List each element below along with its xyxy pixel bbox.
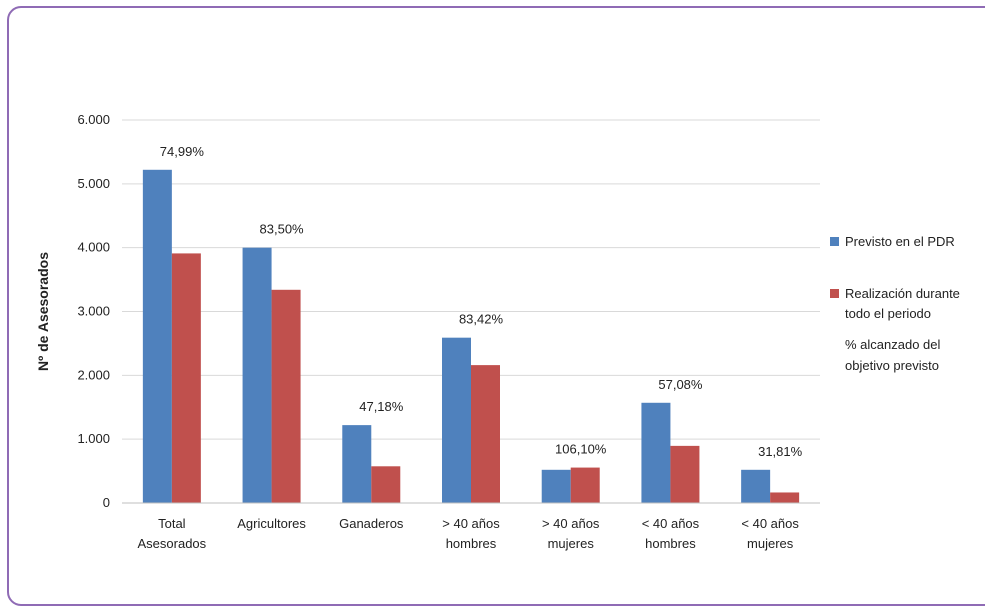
category-label: Agricultores (237, 516, 306, 531)
bar (342, 425, 372, 503)
y-axis-title: Nº de Asesorados (35, 252, 51, 371)
percentage-label: 106,10% (555, 442, 607, 457)
legend-swatch (830, 289, 839, 298)
bar (442, 337, 471, 503)
bar-chart: 0 1.000 2.000 3.000 4.000 5.000 6.000 74,99% 83… (35, 112, 960, 551)
bar (142, 169, 172, 504)
category-label: hombres (446, 536, 497, 551)
bar (670, 445, 700, 503)
y-tick-label: 6.000 (77, 112, 110, 127)
y-tick-label: 5.000 (77, 176, 110, 191)
bar (242, 247, 272, 503)
bar (541, 469, 571, 503)
category-label: hombres (645, 536, 696, 551)
percentage-label: 57,08% (658, 377, 703, 392)
category-label: mujeres (747, 536, 794, 551)
legend-label: todo el periodo (845, 306, 931, 321)
bar (371, 466, 401, 503)
bar (770, 492, 800, 503)
percentage-label: 83,50% (260, 222, 305, 237)
y-tick-label: 0 (103, 495, 110, 510)
bar (641, 402, 671, 503)
x-axis-labels: Total Asesorados Agricultores Ganaderos > 40… (138, 516, 800, 551)
category-label: > 40 años (542, 516, 600, 531)
legend-label: Realización durante (845, 286, 960, 301)
y-tick-label: 3.000 (77, 304, 110, 319)
chart-canvas: 0 1.000 2.000 3.000 4.000 5.000 6.000 74,99% 83… (7, 6, 985, 606)
percentage-label: 31,81% (758, 444, 803, 459)
category-label: > 40 años (442, 516, 500, 531)
percentage-labels: 74,99% 83,50% 47,18% 83,42% 106,10% 57,08% 31,… (160, 144, 803, 459)
legend-label: % alcanzado del (845, 337, 941, 352)
category-label: Ganaderos (339, 516, 404, 531)
y-tick-label: 4.000 (77, 240, 110, 255)
bar (471, 365, 500, 503)
bar (171, 253, 201, 503)
y-tick-label: 1.000 (77, 431, 110, 446)
legend-label: objetivo previsto (845, 358, 939, 373)
percentage-label: 47,18% (359, 399, 404, 414)
bar (570, 467, 600, 503)
percentage-label: 83,42% (459, 312, 504, 327)
percentage-label: 74,99% (160, 144, 205, 159)
legend-swatch (830, 237, 839, 246)
y-tick-label: 2.000 (77, 367, 110, 382)
category-label: < 40 años (642, 516, 700, 531)
bar (271, 289, 301, 503)
y-axis-ticks: 0 1.000 2.000 3.000 4.000 5.000 6.000 (77, 112, 110, 510)
category-label: < 40 años (741, 516, 799, 531)
legend-label: Previsto en el PDR (845, 234, 955, 249)
category-label: mujeres (548, 536, 595, 551)
legend: Previsto en el PDR Realización durante tod… (830, 234, 960, 373)
category-label: Total (158, 516, 186, 531)
bars (142, 169, 800, 504)
category-label: Asesorados (138, 536, 207, 551)
bar (741, 469, 771, 503)
